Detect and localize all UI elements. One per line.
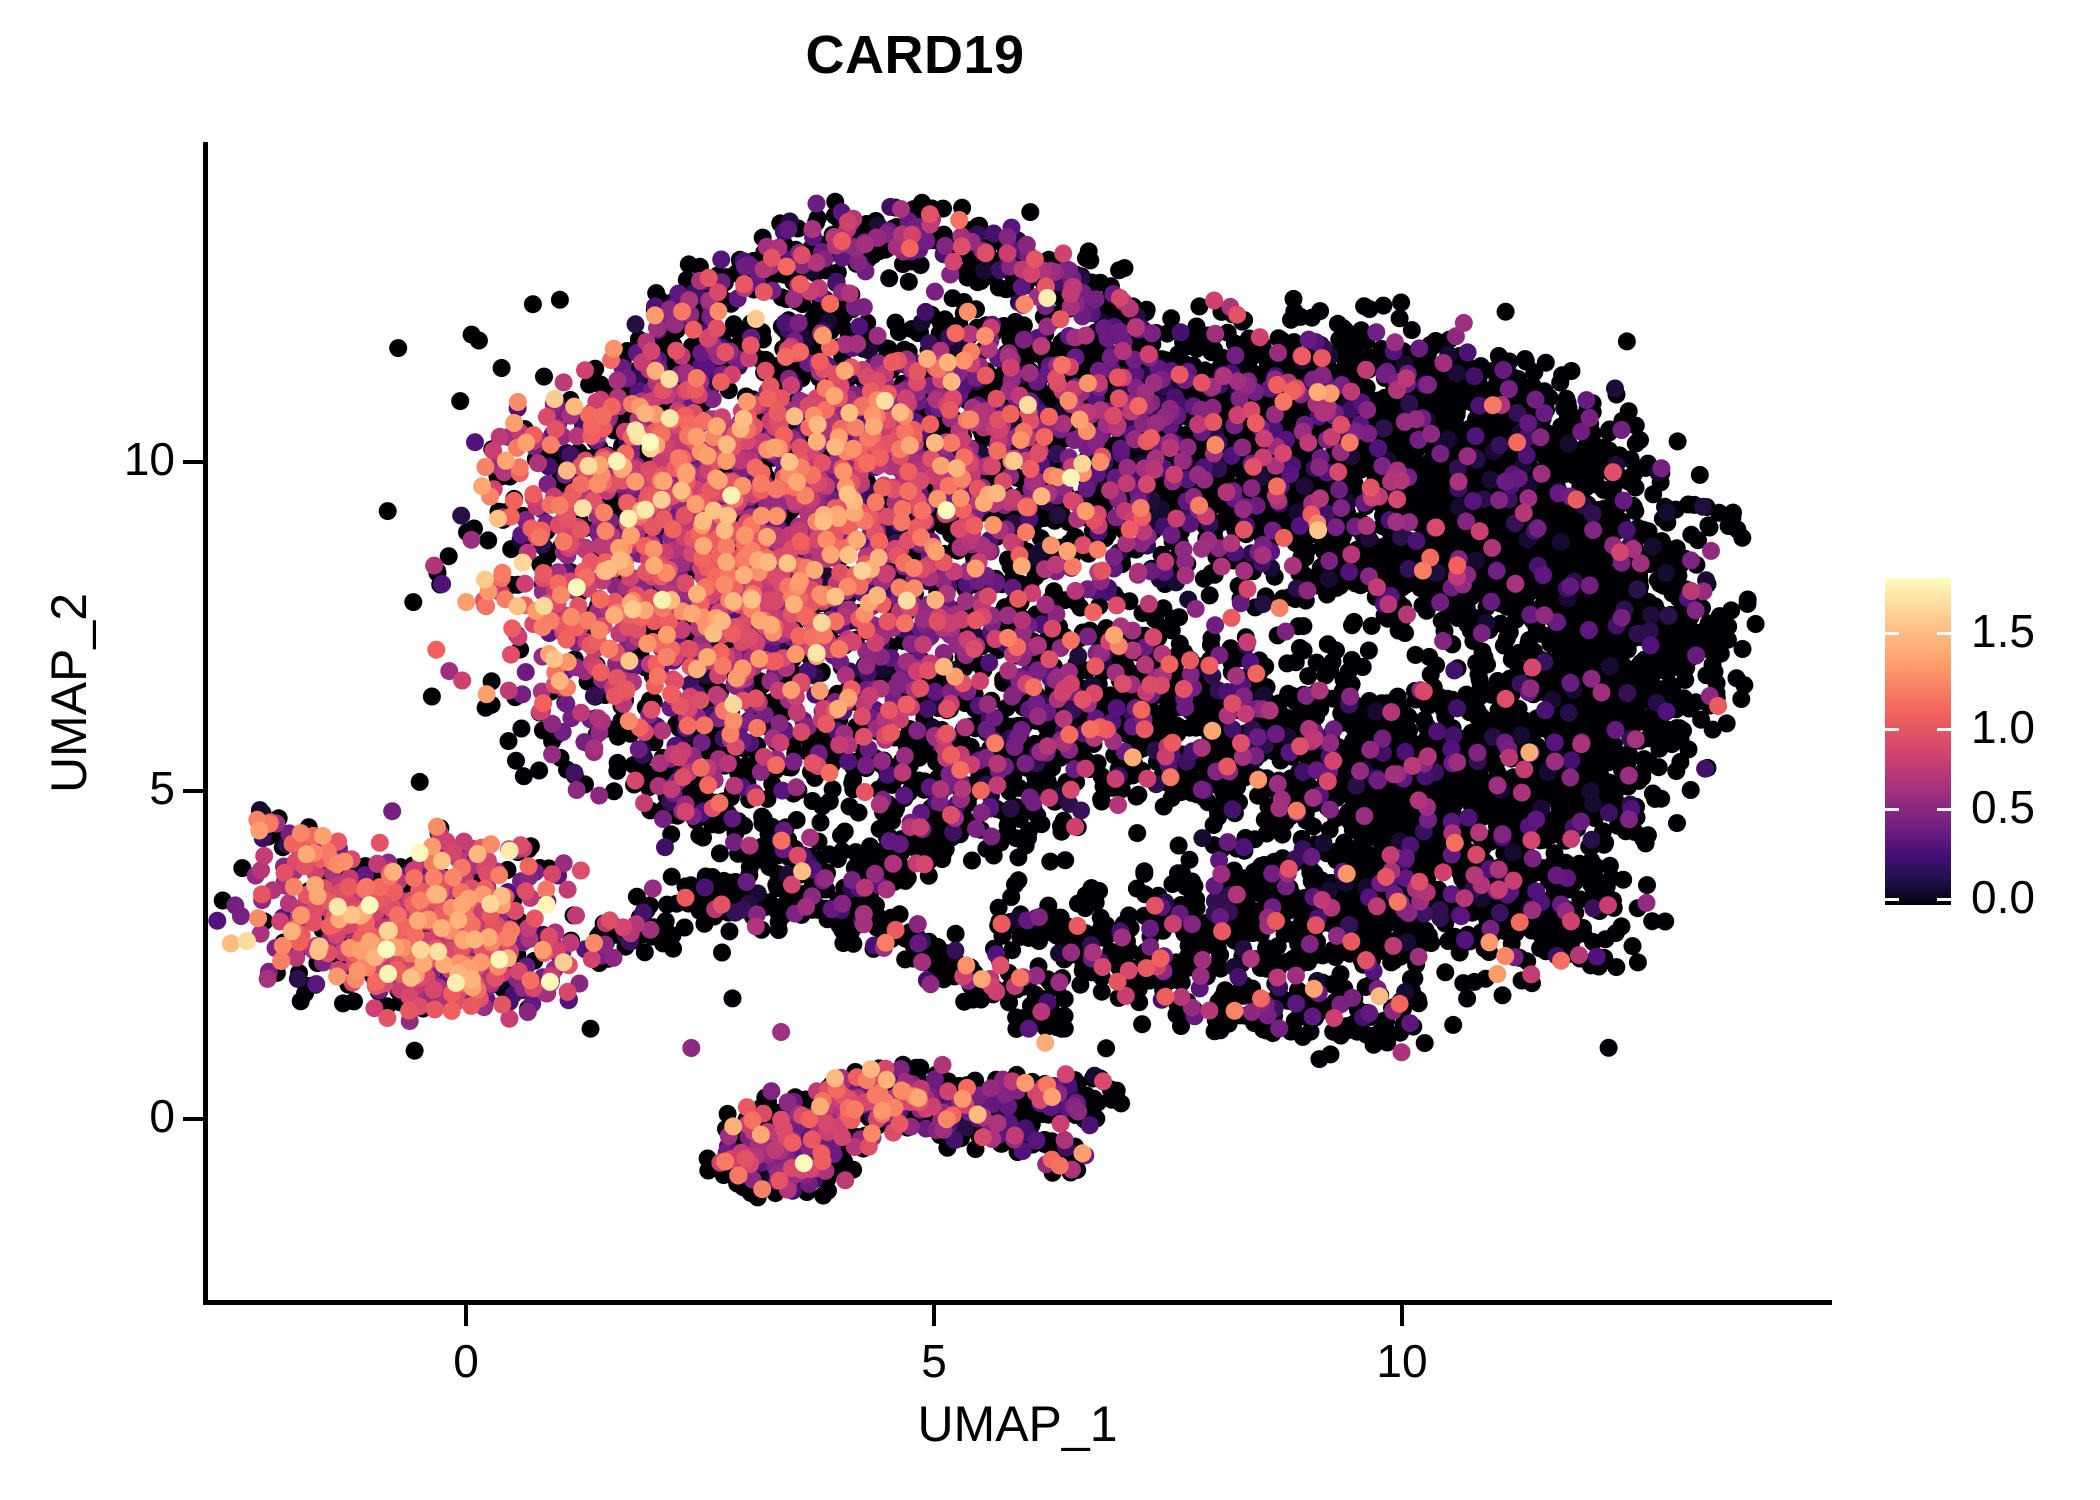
y-axis-line [203,142,208,1305]
x-tick-label-5: 5 [921,1335,947,1387]
colorbar-label-0-5: 0.5 [1971,781,2035,833]
colorbar-tick-0-5-right [1937,808,1951,811]
y-tick-mark-5 [183,789,204,793]
y-axis-title: UMAP_2 [41,592,97,794]
page-title: CARD19 [805,25,1025,85]
y-tick-mark-10 [183,460,204,464]
x-tick-mark-0 [464,1305,468,1326]
scatter-points-layer [208,192,1765,1207]
y-tick-label-5: 5 [149,762,175,814]
x-axis-line [203,1300,1832,1305]
colorbar-label-1-5: 1.5 [1971,605,2035,657]
colorbar-tick-1-0-left [1885,728,1899,731]
colorbar-tick-0-5-left [1885,808,1899,811]
colorbar-tick-0-0-left [1885,898,1899,901]
x-tick-mark-10 [1400,1305,1404,1326]
colorbar-tick-1-5-right [1937,632,1951,635]
colorbar-label-0-0: 0.0 [1971,871,2035,923]
plot-panel [208,142,1832,1300]
x-tick-label-0: 0 [453,1335,479,1387]
y-tick-label-10: 10 [123,433,175,485]
colorbar-tick-1-0-right [1937,728,1951,731]
x-tick-label-10: 10 [1376,1335,1428,1387]
colorbar-tick-1-5-left [1885,632,1899,635]
colorbar-tick-0-0-right [1937,898,1951,901]
x-tick-mark-5 [932,1305,936,1326]
colorbar-label-1-0: 1.0 [1971,701,2035,753]
y-tick-label-0: 0 [149,1090,175,1142]
colorbar-gradient [1885,578,1951,905]
y-tick-mark-0 [183,1117,204,1121]
x-axis-title: UMAP_1 [917,1396,1118,1452]
